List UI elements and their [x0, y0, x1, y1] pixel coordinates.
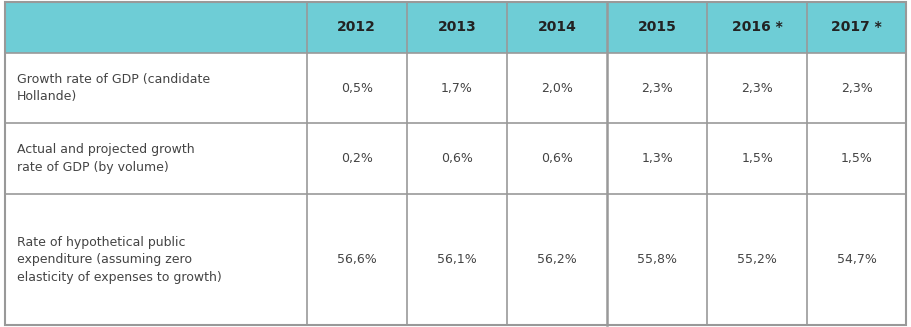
Text: 2,0%: 2,0%: [541, 81, 573, 95]
Text: 2017 *: 2017 *: [832, 20, 882, 34]
Text: Actual and projected growth
rate of GDP (by volume): Actual and projected growth rate of GDP …: [16, 144, 194, 174]
Text: 2,3%: 2,3%: [841, 81, 873, 95]
Text: 2,3%: 2,3%: [641, 81, 673, 95]
Text: 1,3%: 1,3%: [641, 152, 673, 165]
Text: 1,7%: 1,7%: [441, 81, 473, 95]
Text: 0,5%: 0,5%: [341, 81, 373, 95]
Text: Rate of hypothetical public
expenditure (assuming zero
elasticity of expenses to: Rate of hypothetical public expenditure …: [16, 236, 221, 284]
Text: 0,6%: 0,6%: [541, 152, 573, 165]
Text: 54,7%: 54,7%: [837, 253, 876, 266]
Text: 2,3%: 2,3%: [742, 81, 773, 95]
Text: 1,5%: 1,5%: [742, 152, 773, 165]
Text: 0,2%: 0,2%: [341, 152, 373, 165]
Text: 2013: 2013: [437, 20, 476, 34]
Text: 2016 *: 2016 *: [732, 20, 783, 34]
Text: 1,5%: 1,5%: [841, 152, 873, 165]
Text: 56,1%: 56,1%: [437, 253, 476, 266]
Text: 56,2%: 56,2%: [537, 253, 577, 266]
Text: 56,6%: 56,6%: [337, 253, 376, 266]
Text: Growth rate of GDP (candidate
Hollande): Growth rate of GDP (candidate Hollande): [16, 73, 210, 103]
Text: 55,2%: 55,2%: [737, 253, 777, 266]
Text: 2015: 2015: [638, 20, 677, 34]
Text: 2014: 2014: [537, 20, 577, 34]
Text: 0,6%: 0,6%: [441, 152, 473, 165]
Bar: [5, 2, 906, 53]
Text: 2012: 2012: [337, 20, 376, 34]
Text: 55,8%: 55,8%: [637, 253, 677, 266]
